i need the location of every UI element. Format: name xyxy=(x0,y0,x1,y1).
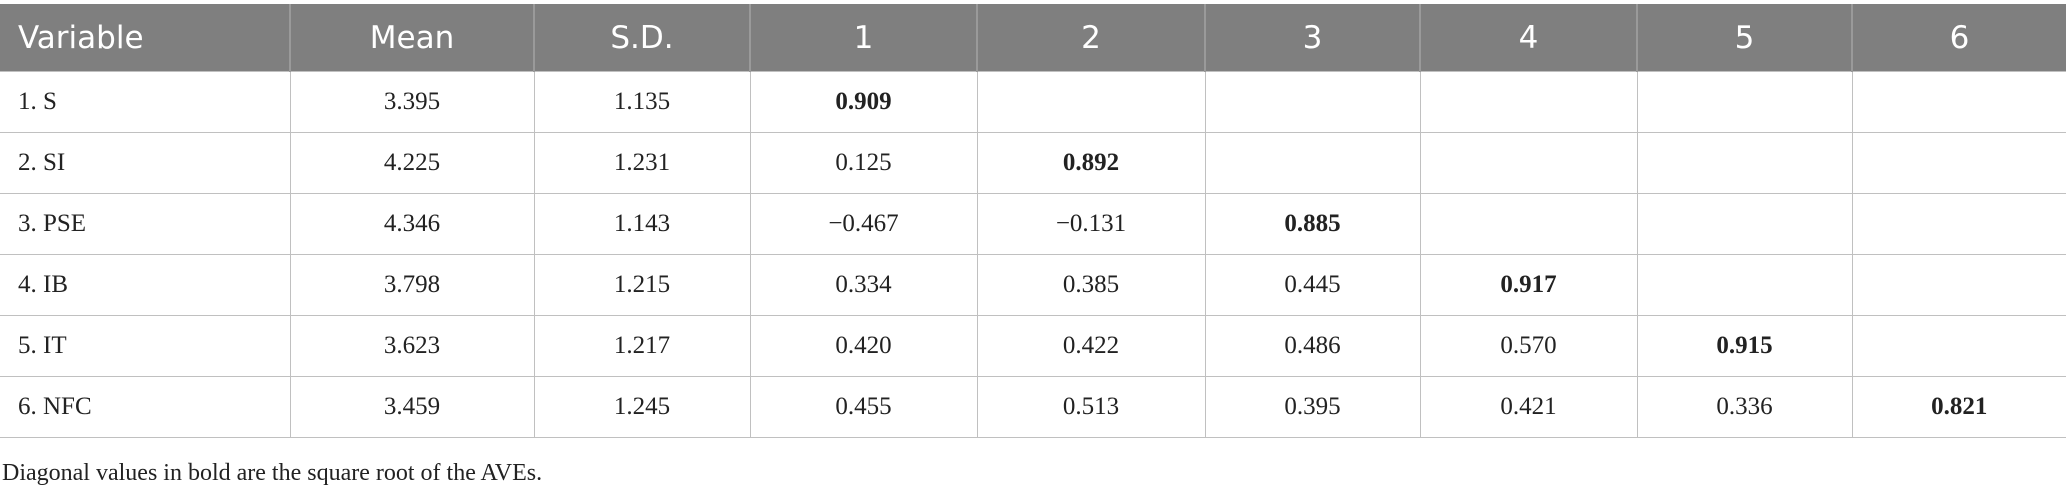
table-cell: −0.131 xyxy=(976,193,1206,255)
table-cell: 2. SI xyxy=(0,132,291,194)
header-cell: 5 xyxy=(1636,4,1852,72)
table-row: 3. PSE 4.346 1.143 −0.467 −0.131 0.885 xyxy=(0,193,2066,255)
header-cell: 1 xyxy=(749,4,977,72)
table-cell xyxy=(1851,132,2066,194)
table-cell: 6. NFC xyxy=(0,376,291,438)
header-cell: 2 xyxy=(976,4,1205,72)
table-cell: 0.421 xyxy=(1419,376,1638,438)
table-cell: 4. IB xyxy=(0,254,291,316)
table-cell: 0.385 xyxy=(976,254,1206,316)
table-cell xyxy=(1419,71,1638,133)
table-cell xyxy=(1636,254,1853,316)
header-cell: S.D. xyxy=(533,4,750,72)
correlation-table: Variable Mean S.D. 1 2 3 4 5 6 1. S 3.395 1.135 0.9… xyxy=(0,4,2066,438)
table-cell: 0.513 xyxy=(976,376,1206,438)
table-cell xyxy=(1636,193,1853,255)
table-cell: 3. PSE xyxy=(0,193,291,255)
table-cell: 3.623 xyxy=(289,315,535,377)
table-cell: 0.422 xyxy=(976,315,1206,377)
table-cell: 1.245 xyxy=(533,376,751,438)
header-cell: 6 xyxy=(1851,4,2066,72)
table-cell xyxy=(1851,193,2066,255)
footnote: Diagonal values in bold are the square r… xyxy=(2,460,543,486)
table-cell xyxy=(976,71,1206,133)
table-cell: 1.143 xyxy=(533,193,751,255)
table-body: 1. S 3.395 1.135 0.909 2. SI 4.225 1.231 0.125 0… xyxy=(0,71,2066,438)
table-row: 6. NFC 3.459 1.245 0.455 0.513 0.395 0.421 0.33… xyxy=(0,376,2066,438)
table-cell: 3.798 xyxy=(289,254,535,316)
table-cell: 0.892 xyxy=(976,132,1206,194)
table-cell: 4.225 xyxy=(289,132,535,194)
table-cell xyxy=(1851,315,2066,377)
table-cell xyxy=(1419,193,1638,255)
table-cell: 5. IT xyxy=(0,315,291,377)
table-cell: 0.336 xyxy=(1636,376,1853,438)
table-cell: 0.486 xyxy=(1204,315,1421,377)
table-cell xyxy=(1851,254,2066,316)
table-cell: 1.215 xyxy=(533,254,751,316)
table-cell: 3.395 xyxy=(289,71,535,133)
table-cell: 0.821 xyxy=(1851,376,2066,438)
table-cell: 1.135 xyxy=(533,71,751,133)
table-cell xyxy=(1419,132,1638,194)
table-cell xyxy=(1851,71,2066,133)
header-row: Variable Mean S.D. 1 2 3 4 5 6 xyxy=(0,4,2066,72)
table-row: 1. S 3.395 1.135 0.909 xyxy=(0,71,2066,133)
table-cell: −0.467 xyxy=(749,193,978,255)
table-cell xyxy=(1636,71,1853,133)
header-cell: Variable xyxy=(0,4,290,72)
header-cell: 4 xyxy=(1419,4,1637,72)
table-cell: 1. S xyxy=(0,71,291,133)
table-row: 5. IT 3.623 1.217 0.420 0.422 0.486 0.570 0.915 xyxy=(0,315,2066,377)
header-cell: Mean xyxy=(289,4,534,72)
table-cell: 0.420 xyxy=(749,315,978,377)
table-cell: 1.231 xyxy=(533,132,751,194)
table-row: 4. IB 3.798 1.215 0.334 0.385 0.445 0.917 xyxy=(0,254,2066,316)
table-cell: 0.885 xyxy=(1204,193,1421,255)
table-cell xyxy=(1204,132,1421,194)
table-cell: 3.459 xyxy=(289,376,535,438)
table-cell xyxy=(1204,71,1421,133)
table-cell: 0.125 xyxy=(749,132,978,194)
table-cell: 0.917 xyxy=(1419,254,1638,316)
table-row: 2. SI 4.225 1.231 0.125 0.892 xyxy=(0,132,2066,194)
table-cell: 4.346 xyxy=(289,193,535,255)
table-cell: 0.909 xyxy=(749,71,978,133)
table-cell: 0.334 xyxy=(749,254,978,316)
table-cell: 0.570 xyxy=(1419,315,1638,377)
table-cell: 0.445 xyxy=(1204,254,1421,316)
table-cell: 1.217 xyxy=(533,315,751,377)
header-cell: 3 xyxy=(1204,4,1420,72)
table-cell: 0.915 xyxy=(1636,315,1853,377)
table-cell: 0.455 xyxy=(749,376,978,438)
table-cell xyxy=(1636,132,1853,194)
table-cell: 0.395 xyxy=(1204,376,1421,438)
